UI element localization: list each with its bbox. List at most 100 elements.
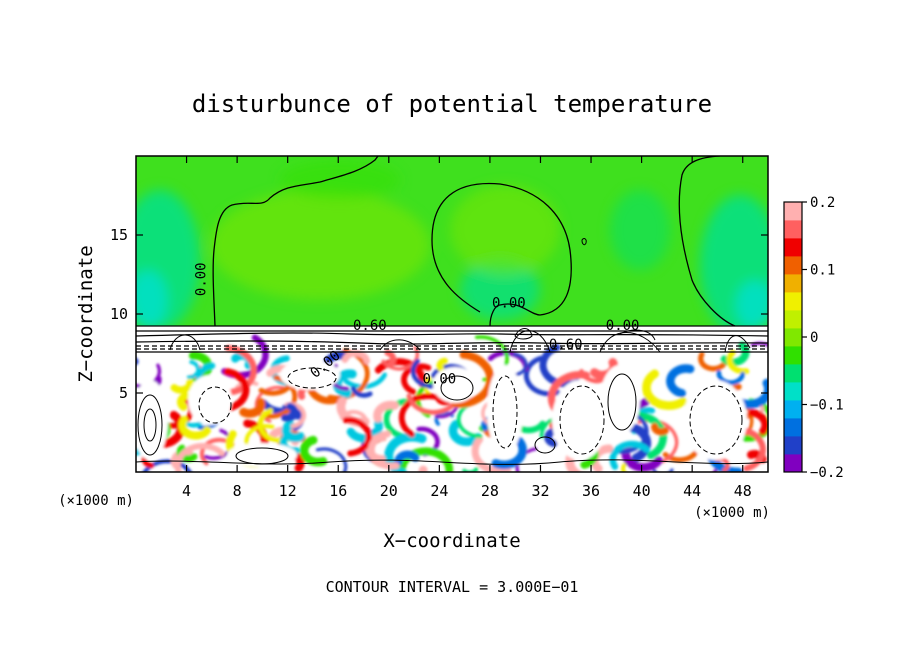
contour-labels: 0.000.600.000.000.600.00 0.00 xyxy=(194,262,640,387)
colorbar-swatch xyxy=(784,292,802,311)
turbulence-swirl xyxy=(381,345,420,371)
eddy-core xyxy=(227,443,297,467)
contour-loop xyxy=(287,367,337,389)
y-tick-label: 15 xyxy=(110,226,128,244)
y-axis: 5 10 15 xyxy=(110,226,768,402)
turbulence-swirl xyxy=(244,423,275,446)
x-unit-left: (×1000 m) xyxy=(58,493,134,509)
y-tick-label: 10 xyxy=(110,305,128,323)
turbulence-swirl xyxy=(374,358,426,388)
x-tick-label: 20 xyxy=(380,482,398,500)
turbulence-swirl xyxy=(170,378,194,394)
colorbar-swatch xyxy=(784,328,802,347)
colorbar-tick-label: −0.1 xyxy=(810,398,844,414)
eddy-core xyxy=(600,365,640,435)
colorbar-swatch xyxy=(784,436,802,455)
contour-loop xyxy=(492,375,518,449)
turbulence-swirl xyxy=(368,430,400,470)
contour-label: 0.60 xyxy=(353,318,387,334)
turbulence-swirl xyxy=(448,419,483,446)
colorbar-swatch xyxy=(784,400,802,419)
turbulence-swirl xyxy=(401,363,432,395)
x-axis: 4 8 12 16 20 24 28 32 36 40 44 48 xyxy=(182,156,752,500)
colorbar-swatch xyxy=(784,220,802,239)
turbulence-swirl xyxy=(748,408,768,436)
colorbar: 0.2 0.1 0 −0.1 −0.2 xyxy=(783,195,844,481)
contour-interval-note: CONTOUR INTERVAL = 3.000E−01 xyxy=(326,578,579,596)
turbulence-swirl xyxy=(332,369,357,398)
x-tick-label: 28 xyxy=(481,482,499,500)
y-tick-label: 5 xyxy=(119,384,128,402)
x-tick-label: 8 xyxy=(233,482,242,500)
x-unit-right: (×1000 m) xyxy=(694,505,770,521)
lower-contours xyxy=(136,367,768,465)
turbulence-swirl xyxy=(136,448,149,456)
colorbar-swatch xyxy=(784,382,802,401)
turbulence-swirl xyxy=(178,416,211,440)
eddy-core xyxy=(683,380,747,460)
contour-loop xyxy=(440,375,474,401)
x-tick-label: 24 xyxy=(430,482,448,500)
turbulence-swirl xyxy=(373,400,399,423)
turbulence-swirl xyxy=(750,341,768,347)
turbulence-swirl xyxy=(384,349,397,368)
contour-label: 0.00 xyxy=(492,296,526,312)
turbulence-swirl xyxy=(510,352,528,377)
turbulence-swirl xyxy=(342,417,372,457)
contour-near-ground xyxy=(136,459,768,465)
heatmap-field xyxy=(136,156,768,472)
colorbar-swatch xyxy=(784,202,802,221)
turbulence-swirl xyxy=(299,435,328,467)
eddy-core xyxy=(188,375,232,425)
eddy-core xyxy=(136,380,168,460)
eddy-core xyxy=(487,365,523,455)
x-tick-label: 32 xyxy=(531,482,549,500)
contour-loop xyxy=(198,386,232,424)
turbulence-swirl xyxy=(642,369,688,410)
eddy-core xyxy=(280,360,340,390)
x-tick-label: 12 xyxy=(279,482,297,500)
turbulence-swirl xyxy=(435,396,451,406)
contour-label: 0.00 xyxy=(606,318,640,334)
colorbar-tick-label: −0.2 xyxy=(810,465,844,481)
colorbar-swatch xyxy=(784,238,802,257)
turbulence-swirl xyxy=(398,393,449,438)
turbulence-swirl xyxy=(343,372,387,390)
x-tick-label: 44 xyxy=(683,482,701,500)
turbulence-swirl xyxy=(350,385,373,398)
eddy-core xyxy=(433,367,477,403)
colorbar-tick-label: 0.2 xyxy=(810,195,835,211)
contour-lines xyxy=(136,156,768,465)
turbulence-swirl xyxy=(698,351,728,372)
x-tick-label: 36 xyxy=(582,482,600,500)
turbulence-swirl xyxy=(341,350,370,365)
contour-label: 0.00 xyxy=(194,262,210,296)
x-axis-label: X−coordinate xyxy=(383,530,520,552)
turbulence-swirl xyxy=(220,345,257,396)
colorbar-tick-label: 0.1 xyxy=(810,263,835,279)
turbulence-swirl xyxy=(651,423,669,436)
turbulence-swirl xyxy=(239,398,266,418)
turbulence-swirl xyxy=(176,392,190,411)
chart-title: disturbunce of potential temperature xyxy=(192,90,712,118)
contour-loop xyxy=(607,373,637,431)
upper-layer-shading xyxy=(136,160,768,335)
turbulence-swirl xyxy=(436,357,448,372)
turbulence-swirl xyxy=(716,370,745,385)
inversion-contours xyxy=(136,325,768,353)
y-axis-label: Z−coordinate xyxy=(75,245,97,382)
inversion-band xyxy=(136,326,768,352)
colorbar-swatch xyxy=(784,364,802,383)
x-tick-label: 16 xyxy=(329,482,347,500)
turbulence-swirl xyxy=(281,402,299,422)
turbulence-swirl xyxy=(398,447,454,472)
colorbar-swatch xyxy=(784,256,802,275)
turbulence-swirl xyxy=(456,403,483,439)
contour-loop xyxy=(143,408,157,442)
turbulence-swirl xyxy=(451,350,495,408)
contour-loop xyxy=(689,385,743,455)
colorbar-swatch xyxy=(784,454,802,473)
contour-label: 0.00 xyxy=(423,372,457,388)
x-tick-label: 4 xyxy=(182,482,191,500)
